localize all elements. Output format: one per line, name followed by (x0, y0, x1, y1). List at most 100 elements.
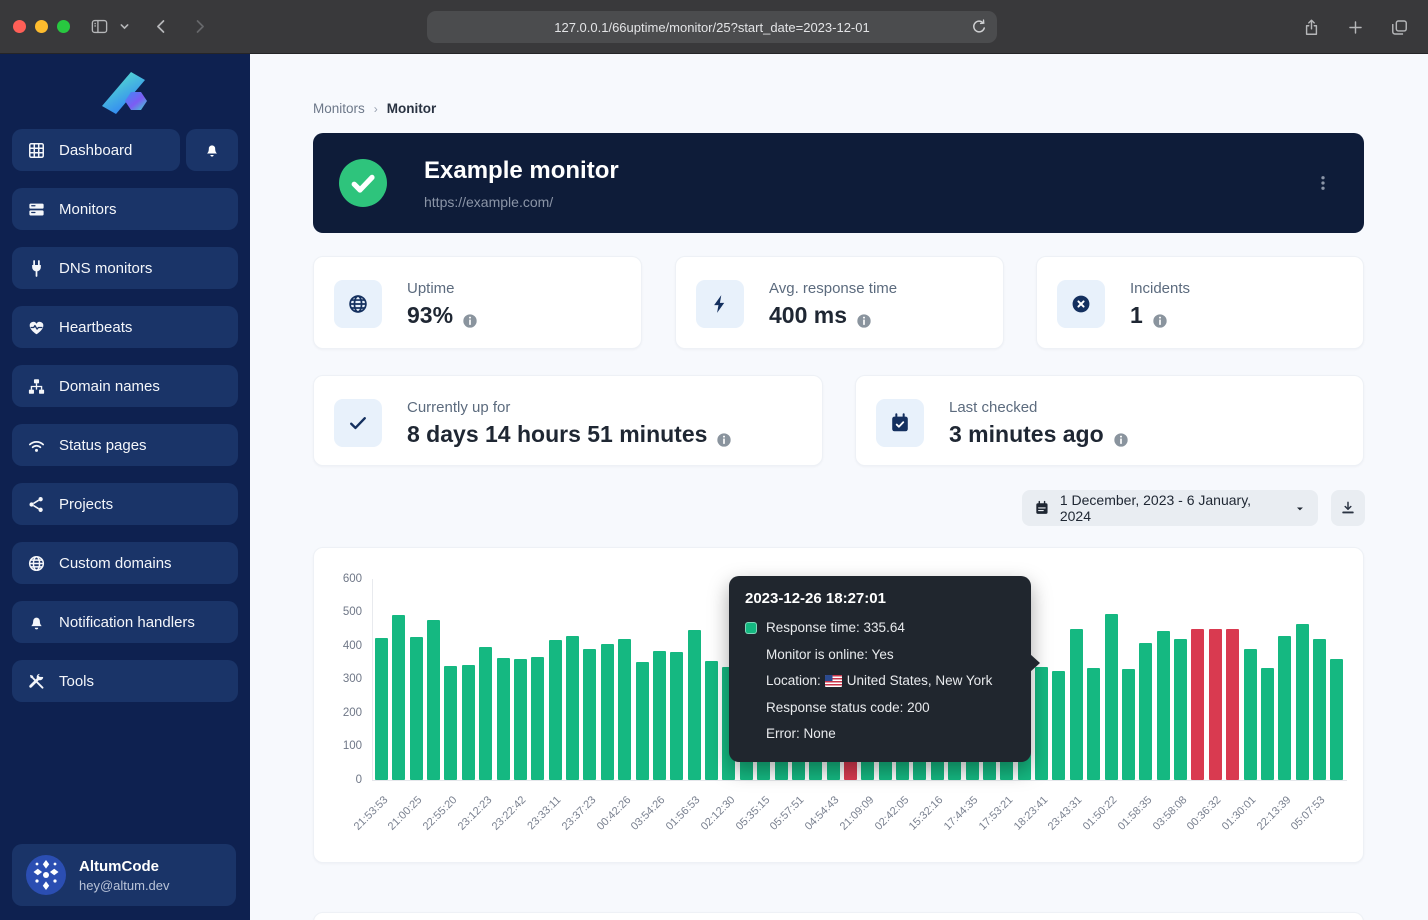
chart-bar[interactable] (1157, 631, 1170, 780)
sidebar-item-label: Monitors (59, 201, 117, 218)
monitor-options-menu-icon[interactable] (1314, 169, 1332, 197)
app-logo[interactable] (0, 54, 250, 129)
chart-bar[interactable] (1122, 669, 1135, 780)
sidebar-item-label: Custom domains (59, 555, 172, 572)
close-window-button[interactable] (13, 20, 26, 33)
date-range-picker[interactable]: 1 December, 2023 - 6 January, 2024 (1022, 490, 1318, 526)
sidebar-item-heartbeats[interactable]: Heartbeats (12, 306, 238, 348)
chart-bar[interactable] (514, 659, 527, 780)
nav-row: Dashboard (12, 129, 238, 171)
zoom-window-button[interactable] (57, 20, 70, 33)
info-icon[interactable] (462, 308, 478, 324)
chart-bar[interactable] (1070, 629, 1083, 780)
sidebar-item-custom-domains[interactable]: Custom domains (12, 542, 238, 584)
stat-value: 8 days 14 hours 51 minutes (407, 421, 732, 448)
chart-bar[interactable] (1313, 639, 1326, 780)
export-download-button[interactable] (1331, 490, 1365, 526)
chart-bar[interactable] (479, 647, 492, 780)
chart-bar[interactable] (444, 666, 457, 780)
sidebar-item-status-pages[interactable]: Status pages (12, 424, 238, 466)
chart-bar[interactable] (497, 658, 510, 780)
chart-bar[interactable] (1035, 667, 1048, 780)
stat-card-incidents: Incidents1 (1036, 256, 1364, 349)
stat-label: Avg. response time (769, 280, 897, 297)
chart-bar[interactable] (1052, 671, 1065, 780)
sidebar-item-dns-monitors[interactable]: DNS monitors (12, 247, 238, 289)
notifications-bell-button[interactable] (186, 129, 238, 171)
sidebar-item-monitors[interactable]: Monitors (12, 188, 238, 230)
chart-bar[interactable] (549, 640, 562, 780)
minimize-window-button[interactable] (35, 20, 48, 33)
stat-label: Currently up for (407, 399, 510, 416)
breadcrumb-monitors-link[interactable]: Monitors (313, 101, 365, 116)
chart-bar[interactable] (462, 665, 475, 780)
chart-bar[interactable] (1330, 659, 1343, 780)
chart-bar[interactable] (1174, 639, 1187, 780)
sidebar-item-notification-handlers[interactable]: Notification handlers (12, 601, 238, 643)
chart-bar[interactable] (1278, 636, 1291, 780)
chart-bar-offline[interactable] (1209, 629, 1222, 780)
chart-bar[interactable] (427, 620, 440, 780)
chart-bar[interactable] (688, 630, 701, 780)
chart-bar[interactable] (636, 662, 649, 780)
reload-icon[interactable] (969, 17, 989, 37)
sitemap-icon (27, 377, 46, 396)
y-axis-tick: 300 (328, 673, 362, 685)
sidebar-item-tools[interactable]: Tools (12, 660, 238, 702)
sidebar-item-label: Heartbeats (59, 319, 132, 336)
chart-bar[interactable] (392, 615, 405, 780)
chart-bar[interactable] (531, 657, 544, 780)
monitor-url: https://example.com/ (424, 194, 553, 210)
us-flag-icon (825, 675, 842, 687)
bolt-icon (696, 280, 744, 328)
new-tab-icon[interactable] (1340, 12, 1370, 42)
nav-row: Custom domains (12, 542, 238, 584)
info-icon[interactable] (716, 427, 732, 443)
share-icon[interactable] (1296, 12, 1326, 42)
info-icon[interactable] (856, 308, 872, 324)
chart-bar[interactable] (653, 651, 666, 780)
grid-icon (27, 141, 46, 160)
sidebar-item-projects[interactable]: Projects (12, 483, 238, 525)
chart-bar[interactable] (601, 644, 614, 780)
download-icon (1340, 500, 1356, 516)
sidebar-item-domain-names[interactable]: Domain names (12, 365, 238, 407)
chart-bar[interactable] (1105, 614, 1118, 780)
chart-bar[interactable] (410, 637, 423, 780)
info-icon[interactable] (1113, 427, 1129, 443)
sidebar-item-label: Notification handlers (59, 614, 195, 631)
chart-bar-offline[interactable] (1226, 629, 1239, 780)
chevron-down-icon[interactable] (114, 12, 134, 42)
chart-bar[interactable] (375, 638, 388, 780)
chart-bar[interactable] (1087, 668, 1100, 780)
y-axis-tick: 100 (328, 740, 362, 752)
bell-icon (27, 613, 46, 632)
chart-bar[interactable] (1139, 643, 1152, 780)
back-button[interactable] (146, 12, 176, 42)
chart-bar[interactable] (583, 649, 596, 780)
nav-row: Projects (12, 483, 238, 525)
chart-bar[interactable] (1296, 624, 1309, 780)
chart-bar[interactable] (670, 652, 683, 780)
chart-bar[interactable] (566, 636, 579, 780)
chart-bar[interactable] (618, 639, 631, 780)
forward-button[interactable] (184, 12, 214, 42)
sidebar-item-dashboard[interactable]: Dashboard (12, 129, 180, 171)
nav-row: Status pages (12, 424, 238, 466)
chart-bar[interactable] (705, 661, 718, 780)
chart-bar[interactable] (1244, 649, 1257, 780)
sidebar-item-label: Projects (59, 496, 113, 513)
user-menu[interactable]: AltumCode hey@altum.dev (12, 844, 236, 906)
sidebar-item-label: Dashboard (59, 142, 132, 159)
sidebar-toggle-icon[interactable] (84, 12, 114, 42)
sidebar-item-label: DNS monitors (59, 260, 152, 277)
chart-x-axis (372, 780, 1347, 781)
tab-overview-icon[interactable] (1384, 12, 1414, 42)
info-icon[interactable] (1152, 308, 1168, 324)
stat-label: Incidents (1130, 280, 1190, 297)
chart-bar-offline[interactable] (1191, 629, 1204, 780)
chart-bar[interactable] (1261, 668, 1274, 780)
response-time-chart: 2023-12-26 18:27:01 Response time: 335.6… (313, 547, 1364, 863)
tools-icon (27, 672, 46, 691)
address-bar[interactable]: 127.0.0.1/66uptime/monitor/25?start_date… (427, 11, 997, 43)
